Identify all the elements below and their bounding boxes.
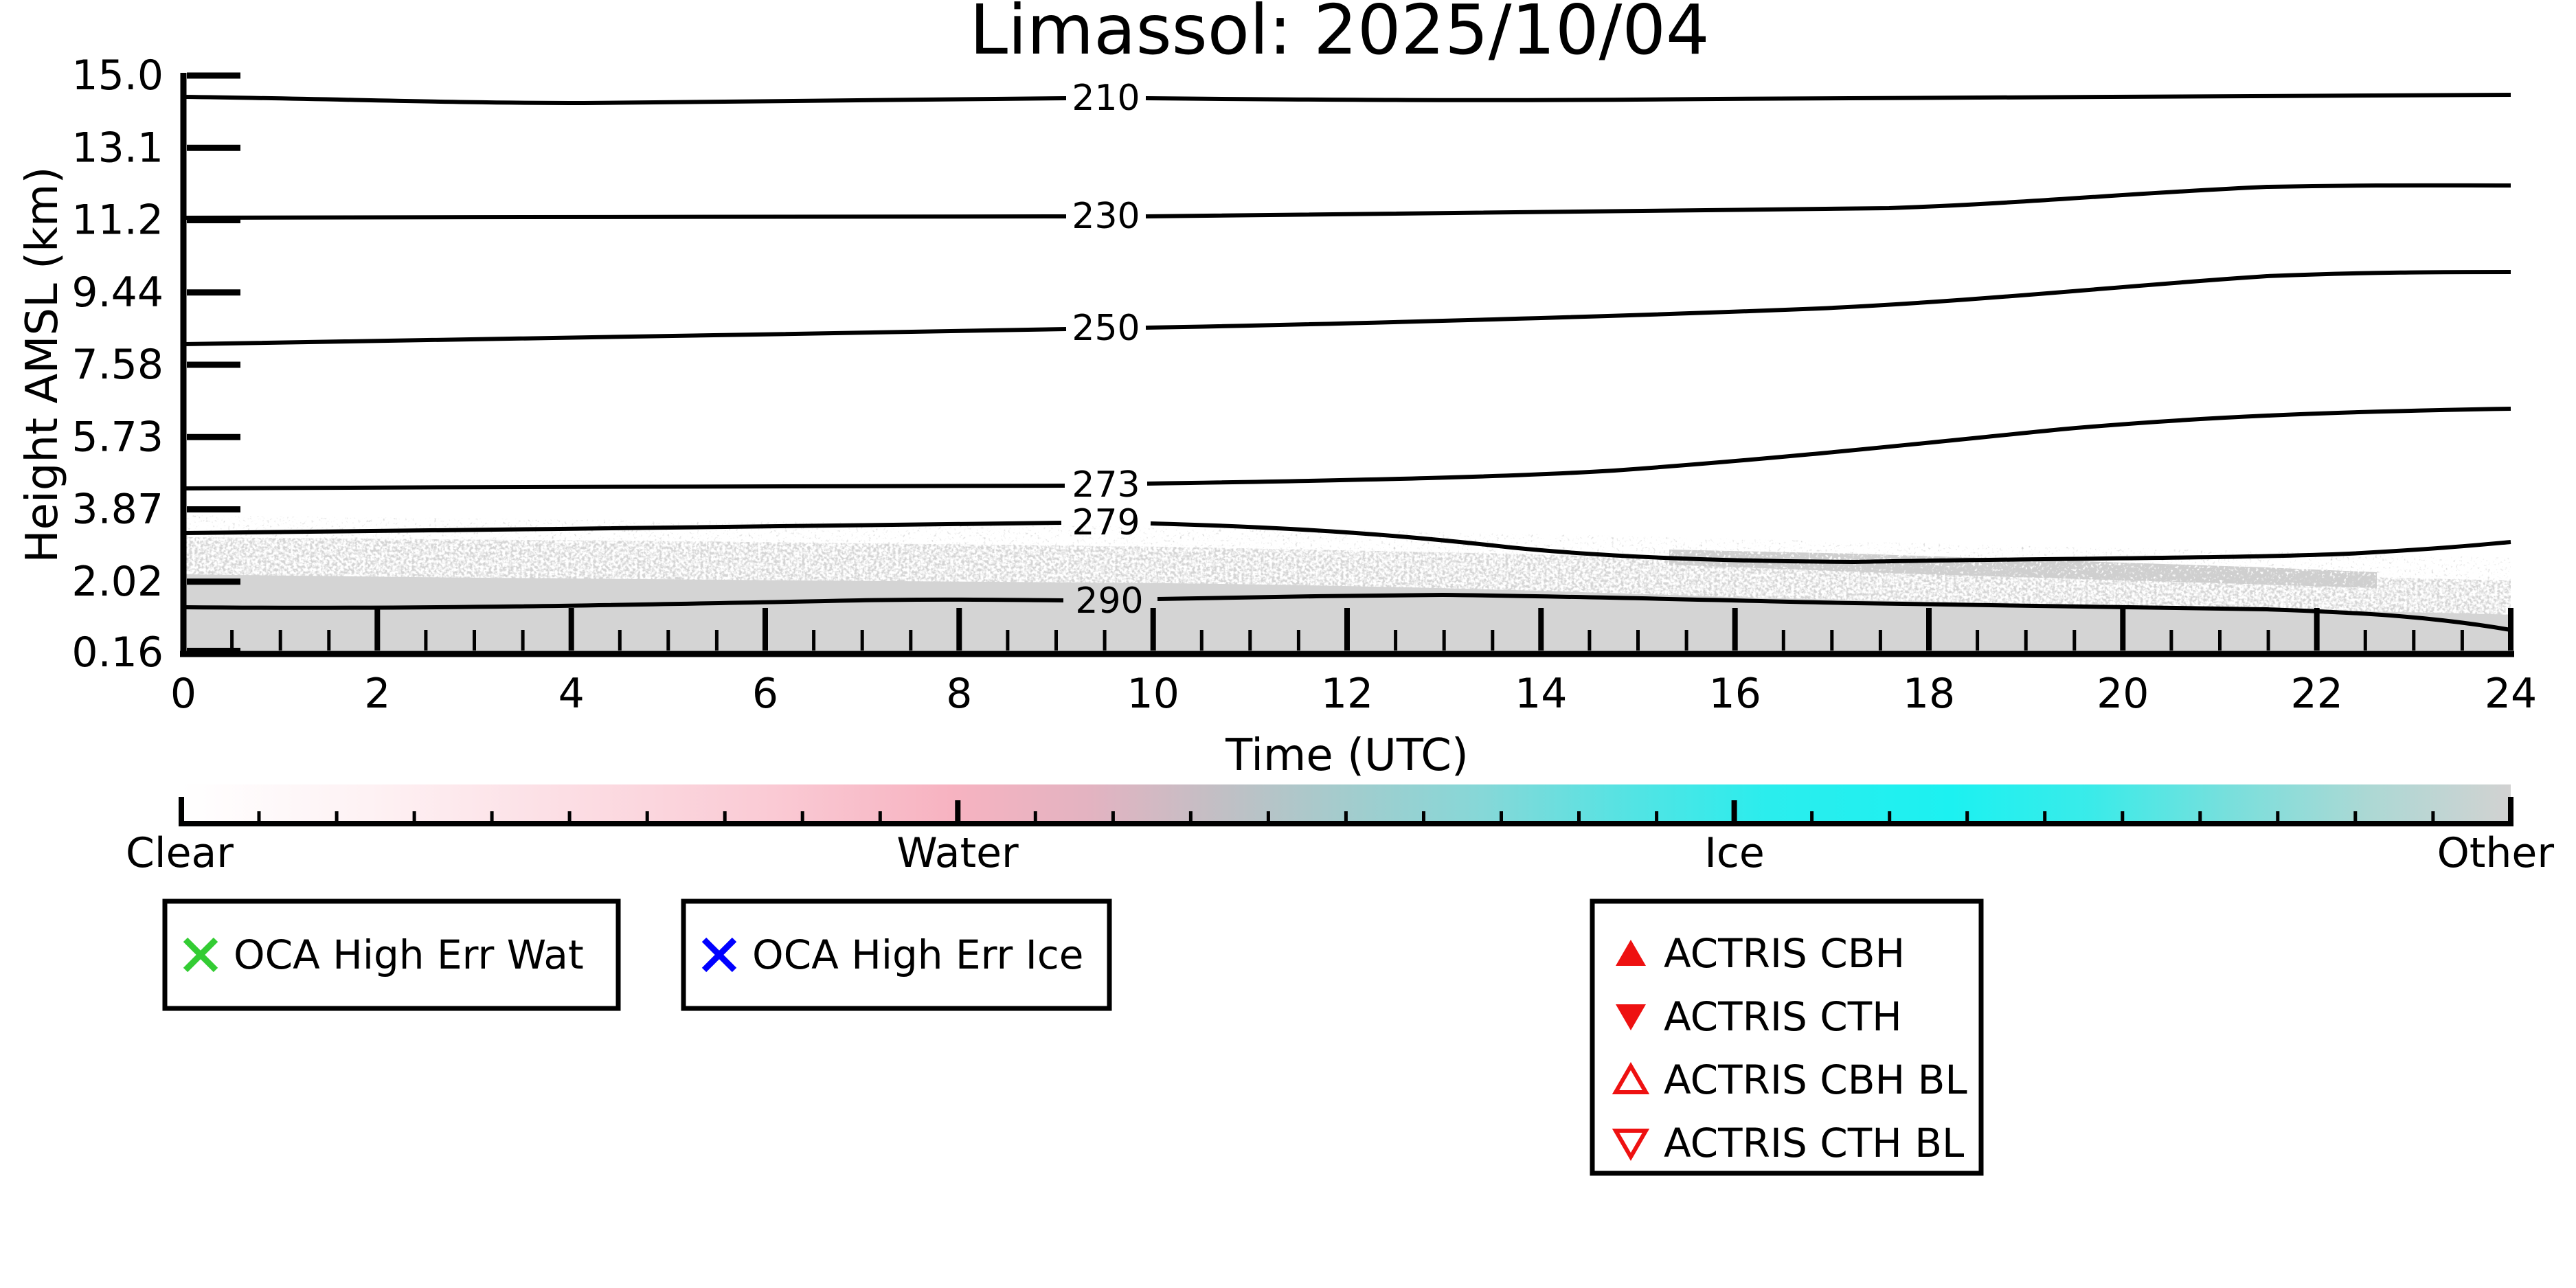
red-triangle-down-open-icon	[1612, 1129, 1650, 1161]
x-tick-label: 16	[1709, 670, 1761, 718]
x-tick-label: 12	[1321, 670, 1373, 718]
contour-label-279: 279	[1072, 502, 1140, 543]
x-tick-label: 6	[752, 670, 778, 718]
y-major-ticks	[187, 72, 240, 654]
y-tick-label: 9.44	[71, 269, 163, 317]
contour-label-273: 273	[1072, 464, 1140, 506]
x-tick-label: 0	[170, 670, 196, 718]
dense-aerosol-streak	[1669, 550, 2377, 588]
red-triangle-down-filled-icon	[1616, 1004, 1646, 1030]
colorbar-major-ticks	[179, 797, 2513, 826]
temperature-contours: 210 230 250 273 279 290	[183, 78, 2511, 632]
x-tick-label: 20	[2097, 670, 2149, 718]
x-tick-label: 8	[946, 670, 972, 718]
contour-label-250: 250	[1072, 308, 1140, 349]
y-tick-label: 3.87	[71, 486, 163, 534]
contour-230-right	[1145, 183, 2511, 218]
legend-oca-ice: OCA High Err Ice	[681, 899, 1112, 1011]
colorbar-label-other: Other	[2437, 829, 2555, 877]
contour-label-290: 290	[1075, 580, 1143, 622]
y-tick-label: 7.58	[71, 341, 163, 389]
legend-box	[681, 899, 1112, 1011]
classification-colorbar: Clear Water Ice Other	[126, 784, 2554, 877]
contour-210-left	[183, 95, 1067, 106]
contour-290-left	[183, 597, 1064, 610]
x-tick-label: 10	[1127, 670, 1179, 718]
x-tick-label: 2	[364, 670, 390, 718]
contour-273-right	[1146, 407, 2511, 486]
legend-actris: ACTRIS CBH ACTRIS CTH ACTRIS CBH BL ACTR…	[1590, 899, 1984, 1176]
colorbar-label-clear: Clear	[126, 829, 234, 877]
x-tick-label: 4	[558, 670, 585, 718]
contour-290-right	[1157, 592, 2511, 632]
green-x-marker-icon	[183, 937, 218, 973]
x-minor-ticks	[230, 630, 2464, 651]
legend-item-label: OCA High Err Ice	[752, 931, 1083, 978]
y-tick-label: 0.16	[71, 629, 163, 677]
y-tick-label: 2.02	[71, 558, 163, 606]
legend-item-label: ACTRIS CTH BL	[1664, 1120, 1964, 1166]
contour-210-right	[1145, 93, 2511, 102]
colorbar-minor-ticks	[257, 811, 2435, 826]
red-triangle-up-open-icon	[1612, 1062, 1650, 1094]
speckle-medium	[183, 537, 2511, 615]
contour-label-230: 230	[1072, 196, 1140, 237]
x-major-ticks	[181, 608, 2513, 651]
contour-250-left	[183, 327, 1067, 346]
x-tick-label: 18	[1903, 670, 1955, 718]
red-triangle-up-filled-icon	[1616, 940, 1646, 966]
legend-box	[162, 899, 621, 1011]
y-tick-label: 13.1	[71, 124, 163, 172]
colorbar-label-water: Water	[896, 829, 1019, 877]
contour-250-right	[1145, 270, 2511, 330]
axes: 15.0 13.1 11.2 9.44 7.58 5.73 3.87 2.02 …	[17, 0, 2537, 781]
legend-box	[1590, 899, 1984, 1176]
contour-label-210: 210	[1072, 78, 1140, 119]
legend-item-label: ACTRIS CBH	[1664, 930, 1905, 977]
contour-279-left	[183, 521, 1062, 535]
x-tick-label: 14	[1515, 670, 1567, 718]
y-tick-label: 11.2	[71, 196, 163, 245]
page-title: Limassol: 2025/10/04	[969, 0, 1709, 70]
contour-279-right	[1150, 521, 2511, 565]
legend-item-label: OCA High Err Wat	[234, 931, 584, 978]
y-axis-label: Height AMSL (km)	[17, 167, 68, 563]
x-tick-label: 22	[2291, 670, 2343, 718]
contour-273-left	[183, 484, 1065, 490]
y-tick-label: 5.73	[71, 413, 163, 461]
blue-x-marker-icon	[701, 937, 737, 973]
x-tick-label: 24	[2485, 670, 2537, 718]
x-axis-label: Time (UTC)	[1225, 730, 1469, 781]
legend-item-label: ACTRIS CTH	[1664, 993, 1902, 1040]
contour-230-left	[183, 214, 1067, 220]
legend-item-label: ACTRIS CBH BL	[1664, 1057, 1967, 1103]
colorbar-label-ice: Ice	[1704, 829, 1765, 877]
y-tick-label: 15.0	[71, 52, 163, 100]
legend-oca-wat: OCA High Err Wat	[162, 899, 621, 1011]
